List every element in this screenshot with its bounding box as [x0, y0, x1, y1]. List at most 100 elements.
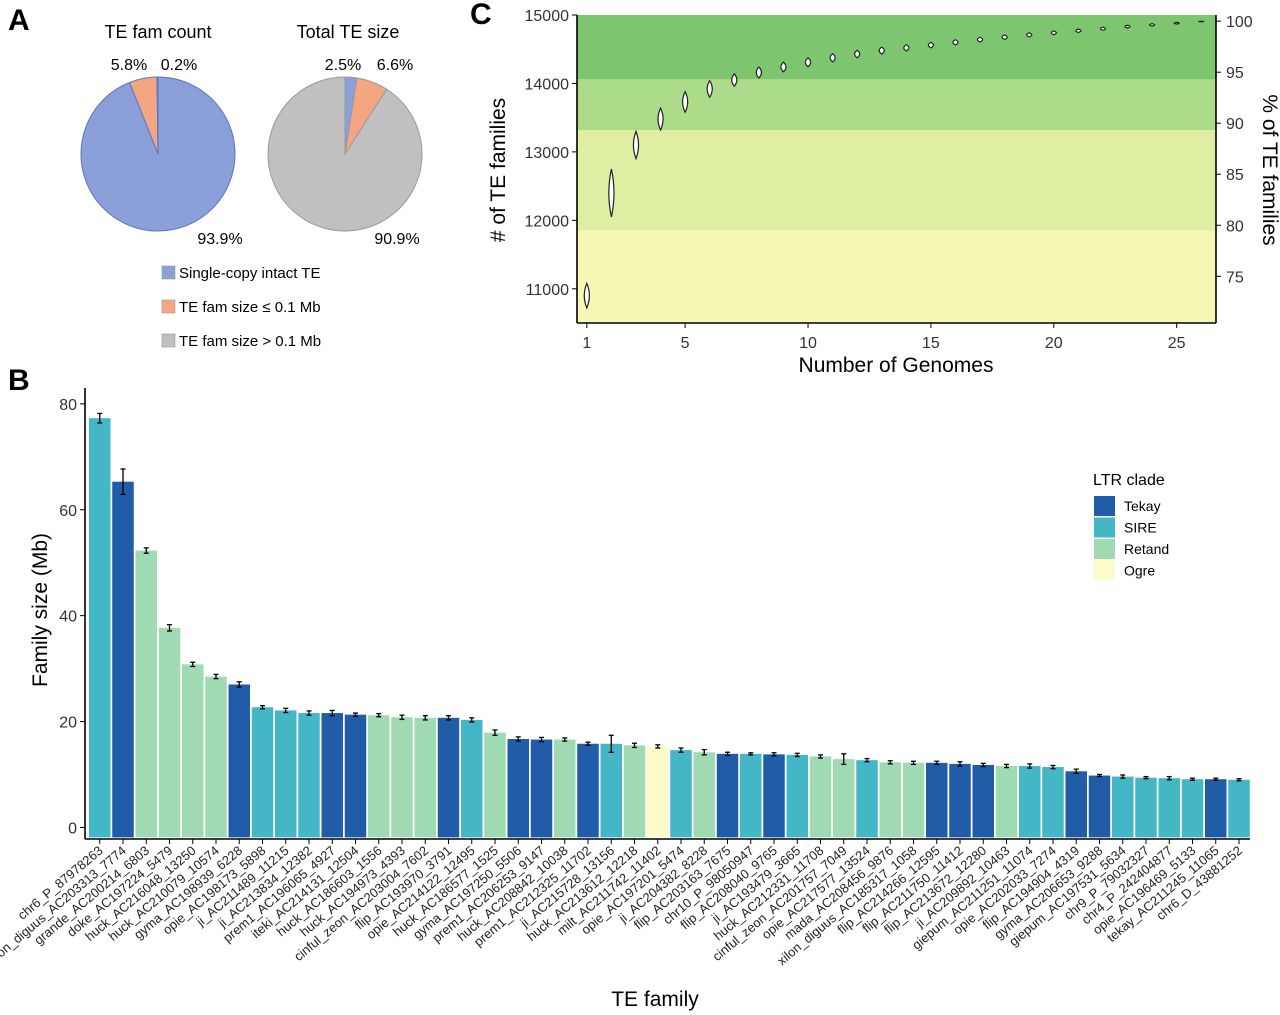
c-violin [632, 129, 640, 161]
b-bar-cinful-zeon-ac203004-7602 [414, 717, 436, 838]
c-y2-tick-label: 80 [1226, 218, 1244, 235]
c-violin [829, 52, 836, 63]
b-bar-iteki-ac214131-12504 [344, 714, 367, 838]
b-y-tick-label: 80 [59, 397, 77, 414]
b-bar-chr10-p-98050947 [740, 753, 762, 838]
pie-1-title: TE fam count [104, 22, 211, 42]
c-background-bands [577, 15, 1216, 323]
c-violin [608, 168, 615, 218]
pie-slice-label: 0.2% [161, 57, 197, 74]
b-bar-opie-ac198173-5898 [251, 707, 274, 838]
b-axes: 0 20 40 60 80 [59, 388, 1250, 840]
c-violin [780, 61, 787, 73]
b-bar-xilon-diguus-ac203313-7774 [112, 481, 134, 838]
b-bar-gyma-ac206653-9288 [1088, 775, 1111, 838]
b-legend: LTR clade Tekay SIRE Retand Ogre [1093, 472, 1169, 581]
b-y-axis-title: Family size (Mb) [29, 533, 52, 687]
b-y-tick-label: 0 [68, 820, 77, 837]
pie-legend: Single-copy intact TE TE fam size ≤ 0.1 M… [161, 265, 321, 350]
c-violin [1026, 32, 1033, 38]
c-x-tick-label: 25 [1168, 335, 1186, 352]
b-bar-prem1-ac212325-11702 [577, 743, 599, 838]
b-legend-swatch-sire [1094, 517, 1115, 538]
c-violin [1124, 24, 1131, 29]
c-violin [1148, 23, 1156, 27]
b-y-tick-label: 20 [59, 715, 77, 732]
b-legend-swatch-retand [1094, 539, 1115, 559]
b-bar-flip-ac214266-12595 [926, 762, 948, 838]
panel-label-a: A [8, 4, 30, 37]
b-y-tick-label: 60 [59, 503, 77, 520]
b-bar-chr6-d-43881252 [1228, 779, 1250, 838]
b-bar-flip-ac193970-3791 [437, 717, 460, 838]
b-bar-chr4-p-242404877 [1158, 778, 1180, 838]
c-y2-tick-label: 100 [1226, 14, 1253, 31]
b-bar-prem1-ac196065-4927 [321, 713, 343, 838]
pie-slice-label: 90.9% [374, 231, 419, 248]
c-y-tick-label: 15000 [525, 8, 570, 25]
b-bar-flip-ac213672-12280 [972, 764, 994, 838]
c-violin [657, 106, 664, 132]
b-legend-swatch-tekay [1094, 496, 1115, 516]
b-bar-ji-ac204382-8228 [693, 752, 715, 838]
pie-2-title: Total TE size [297, 22, 400, 42]
panel-label-b: B [8, 364, 30, 397]
c-x-tick-label: 5 [681, 335, 690, 352]
b-bar-huck-ac216048-13250 [182, 664, 204, 838]
c-band [577, 129, 1216, 231]
b-bar-mada-ac208456-9876 [879, 762, 901, 838]
b-bar-huck-ac186577-1525 [484, 732, 506, 838]
pie-slice-label: 93.9% [197, 231, 242, 248]
c-violin [681, 90, 689, 114]
c-violin [804, 56, 812, 68]
b-bar-giepum-ac211251-11074 [1019, 766, 1041, 838]
pie-slice-label: 2.5% [325, 57, 361, 74]
b-bar-huck-ac213612-12218 [623, 745, 646, 838]
b-bar-flip-ac194904-4319 [1065, 771, 1087, 838]
b-bar-grande-ac200214-6803 [135, 550, 157, 838]
c-x-axis-title: Number of Genomes [799, 354, 994, 377]
c-violin [1050, 30, 1057, 36]
c-y-tick-label: 11000 [526, 282, 569, 299]
b-y-tick-label: 40 [59, 609, 77, 626]
c-y-tick-label: 13000 [525, 145, 570, 162]
c-violin [1001, 34, 1008, 41]
b-bar-opie-ac196469-5133 [1181, 779, 1204, 838]
c-violin [952, 39, 959, 46]
c-y2-axis-title: % of TE families [1258, 94, 1280, 245]
b-bar-milt-ac211742-11402 [647, 746, 669, 838]
b-bar-gyma-ac197250-5506 [507, 739, 529, 838]
b-bar-flip-ac208040-9765 [763, 754, 785, 838]
c-violin [1099, 26, 1107, 31]
pie-legend-swatch [161, 299, 176, 314]
b-legend-label: Retand [1124, 541, 1169, 557]
pie-legend-swatch [161, 333, 176, 348]
panel-b: 0 20 40 60 80 chr6_P_87978263xilon_diguus_AC… [0, 388, 1250, 1011]
c-violin [976, 36, 984, 43]
b-legend-label: Tekay [1124, 498, 1161, 514]
c-violin [755, 66, 763, 79]
b-bar-tekay-ac211245-11065 [1205, 779, 1227, 838]
pie-chart-te-fam-count: 93.9% 5.8% 0.2% [80, 57, 243, 248]
pie-chart-total-te-size: 2.5% 6.6% 90.9% [267, 57, 423, 248]
c-violin [1198, 20, 1205, 23]
b-bar-ji-ac209892-10463 [995, 766, 1018, 838]
c-y2-tick-label: 75 [1226, 269, 1244, 286]
panel-label-c: C [470, 0, 492, 31]
b-bar-ji-ac193479-3665 [786, 754, 808, 838]
c-band [577, 15, 1216, 80]
pie-slice-label: 5.8% [111, 57, 147, 74]
b-bar-chr9-p-79032327 [1135, 777, 1157, 838]
b-bar-opie-ac214122-12495 [461, 719, 483, 838]
b-legend-label: Ogre [1124, 563, 1155, 579]
c-y-tick-label: 14000 [525, 76, 570, 93]
b-bar-opie-ac202033-7274 [1042, 767, 1064, 838]
c-violins [583, 20, 1205, 310]
c-x-tick-label: 10 [799, 335, 817, 352]
c-violin [878, 46, 885, 55]
pie-slice-te-fam-size-0-1-mb [156, 76, 159, 155]
b-bar-huck-ac208842-10038 [554, 739, 576, 838]
b-bar-ji-ac215728-13156 [600, 743, 622, 838]
c-band [577, 230, 1216, 323]
c-violin [583, 281, 590, 310]
